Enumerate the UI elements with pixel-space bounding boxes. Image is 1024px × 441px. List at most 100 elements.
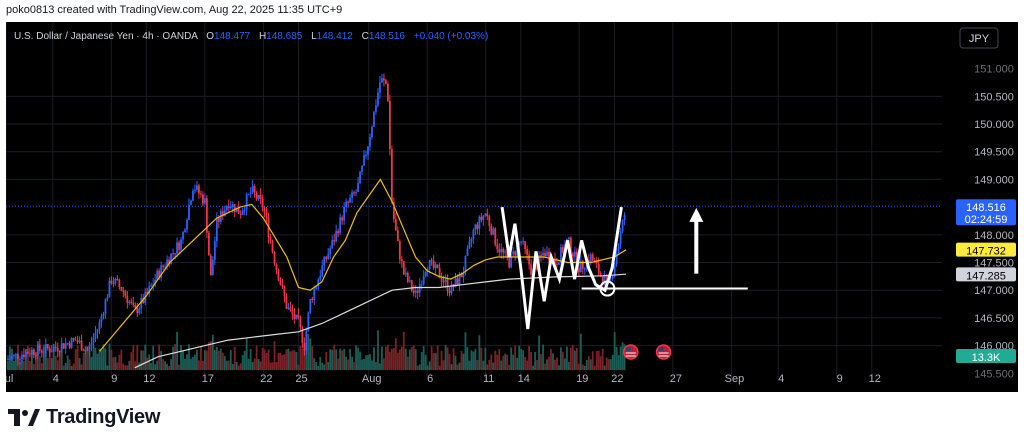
volume-bar (464, 332, 467, 370)
volume-bar (50, 358, 53, 370)
candle-body (504, 251, 507, 253)
tradingview-footer: TradingView (8, 402, 160, 432)
candle-body (502, 248, 505, 253)
volume-bar (82, 352, 85, 370)
candle-body (601, 276, 604, 286)
chart-panel[interactable]: 151.000 150.500 150.000 149.500 149.000 148.0… (6, 22, 1018, 392)
volume-bar (367, 355, 369, 370)
candle-body (134, 305, 137, 308)
volume-bar (540, 354, 542, 370)
volume-bar (271, 362, 274, 370)
volume-bar (381, 346, 383, 370)
candle-body (70, 338, 73, 348)
candle-body (204, 198, 206, 204)
volume-bar (209, 341, 212, 370)
candle-body (271, 241, 274, 253)
volume-bar (299, 345, 302, 370)
volume-bar (538, 335, 540, 370)
candle-body (500, 248, 503, 253)
candle-body (104, 299, 107, 315)
candle-body (128, 301, 131, 303)
candle-body (321, 265, 324, 277)
candle-body (398, 241, 401, 260)
ema-value-tag-box (956, 242, 1016, 257)
candle-body (148, 286, 151, 294)
legend-open-label: O (206, 31, 214, 42)
volume-bar (221, 353, 224, 370)
volume-bar (595, 351, 598, 370)
volume-bar (309, 338, 312, 370)
candle-body (472, 229, 475, 239)
volume-bar (536, 360, 538, 370)
drawings[interactable] (500, 206, 748, 330)
candle-body (621, 220, 624, 232)
candle-body (492, 228, 495, 235)
event-markers[interactable] (623, 344, 672, 360)
time-tick-label: 12 (143, 373, 155, 385)
candle-body (15, 353, 17, 355)
candle-body (494, 228, 497, 245)
volume-bar (508, 364, 511, 370)
volume-bar (526, 360, 529, 370)
candle-body (150, 285, 153, 287)
volume-bar (92, 345, 95, 370)
legend-close-value: 148.516 (369, 31, 406, 42)
up-arrow-drawing[interactable] (689, 207, 704, 274)
candle-body (460, 273, 463, 278)
volume-bar (512, 354, 515, 370)
candle-body (394, 219, 397, 231)
volume-bar (178, 364, 180, 370)
volume-bar (359, 351, 361, 370)
volume-bar (196, 349, 198, 370)
currency-badge[interactable]: JPY (959, 27, 999, 49)
candle-body (194, 189, 196, 191)
candle-body (106, 297, 109, 300)
candle-body (333, 240, 336, 242)
volume-bar (500, 360, 503, 370)
volume-bar (621, 342, 624, 370)
price-chart[interactable]: 151.000 150.500 150.000 149.500 149.000 148.0… (6, 22, 1018, 392)
candle-body (114, 278, 117, 284)
volume-bar (558, 365, 560, 370)
volume-bar (150, 362, 153, 370)
volume-bar (442, 360, 445, 370)
volume-bar (305, 349, 308, 370)
candle-body (269, 237, 272, 242)
volume-bar (204, 349, 206, 370)
candle-body (90, 343, 93, 346)
candle-body (361, 165, 363, 172)
candle-body (589, 254, 592, 263)
zigzag-drawing[interactable] (500, 206, 623, 330)
candle-body (263, 207, 266, 212)
volume-bar (341, 350, 344, 370)
volume-bar (591, 351, 594, 370)
candle-body (526, 249, 529, 255)
candle-body (309, 298, 312, 313)
candle-body (28, 353, 31, 355)
volume-bar (176, 331, 178, 370)
candle-body (414, 290, 417, 293)
volume-bar (72, 363, 75, 370)
volume-bar (331, 349, 334, 370)
time-scale[interactable]: ul 4 9 12 17 22 25 Aug 6 11 14 19 22 27 Sep 4 9 12 (6, 373, 881, 385)
volume-bar (373, 347, 375, 370)
candle-body (19, 359, 21, 361)
candle-body (408, 280, 411, 282)
volume-bar (375, 362, 377, 370)
volume-bar (599, 356, 602, 370)
candle-body (587, 259, 590, 263)
volume-bar (420, 352, 423, 370)
candle-body (92, 337, 95, 344)
volume-bar (386, 344, 389, 370)
volume-bar (32, 364, 35, 370)
volume-bar (311, 346, 314, 370)
candle-body (591, 254, 594, 261)
candle-body (88, 345, 91, 351)
candle-body (152, 284, 155, 286)
candle-body (406, 272, 409, 282)
volume-bar (313, 358, 316, 370)
volume-bar (468, 360, 471, 370)
support-circle[interactable] (599, 280, 616, 297)
price-scale[interactable]: 151.000 150.500 150.000 149.500 149.000 148.0… (974, 64, 1014, 381)
candle-body (603, 276, 606, 286)
